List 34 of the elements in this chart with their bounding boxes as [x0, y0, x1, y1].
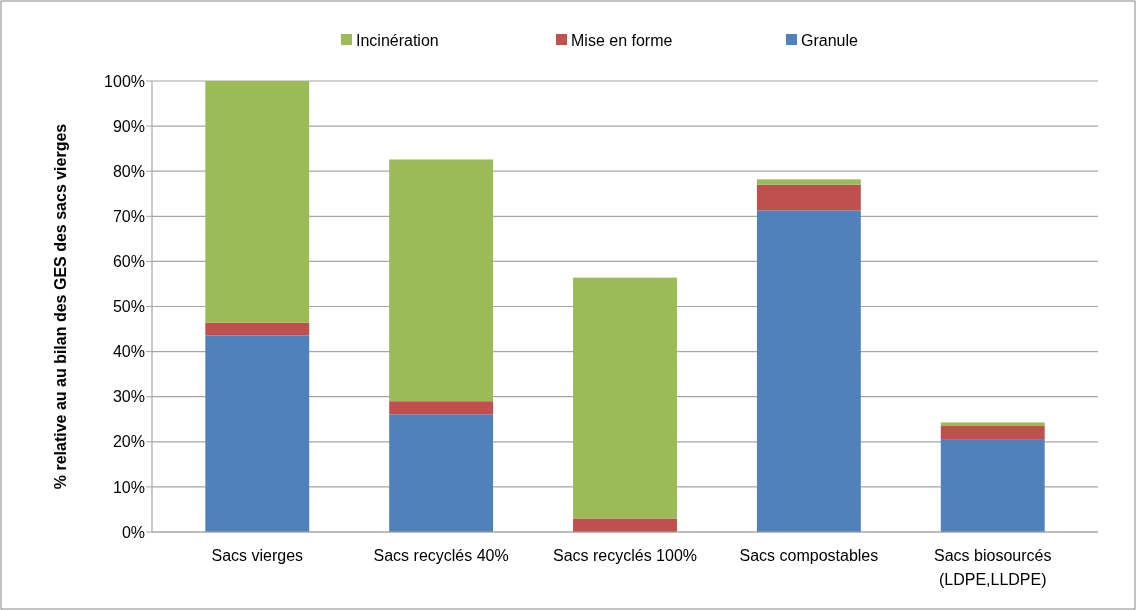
y-tick-label: 30% [112, 388, 145, 406]
bar [389, 414, 494, 532]
y-tick-label: 100% [104, 72, 145, 90]
x-tick-label: Sacs biosourcés (LDPE,LLDPE) [934, 547, 1052, 588]
x-tick-label: Sacs recyclés 40% [373, 547, 509, 564]
x-tick-label: Sacs vierges [211, 547, 304, 564]
y-tick-label: 20% [112, 433, 145, 451]
y-tick-label: 10% [112, 478, 145, 496]
bar [389, 159, 494, 402]
bar [940, 426, 1045, 440]
legend-label: Granule [801, 31, 859, 49]
bar [756, 210, 861, 532]
bar [573, 518, 677, 532]
legend-label: Mise en forme [571, 31, 673, 49]
y-tick-label: 80% [112, 162, 145, 180]
bar [940, 439, 1045, 532]
bar [756, 184, 861, 211]
y-tick-label: 40% [112, 343, 145, 361]
bar [389, 401, 494, 415]
y-tick-label: 90% [112, 117, 145, 135]
bar [756, 179, 861, 185]
legend-label: Incinération [356, 31, 439, 49]
bar [205, 322, 310, 336]
y-tick-label: 60% [112, 253, 145, 270]
x-tick-label: Sacs compostables [739, 547, 879, 564]
x-tick-label: Sacs recyclés 100% [552, 547, 698, 564]
bar [205, 335, 310, 532]
bar [205, 81, 310, 323]
y-tick-label: 50% [112, 298, 145, 316]
bar [573, 277, 677, 519]
bar [940, 422, 1045, 427]
y-tick-label: 0% [121, 523, 145, 541]
y-axis-title: % relative au au bilan des GES des sacs vierges [52, 123, 69, 490]
y-tick-label: 70% [112, 207, 145, 225]
